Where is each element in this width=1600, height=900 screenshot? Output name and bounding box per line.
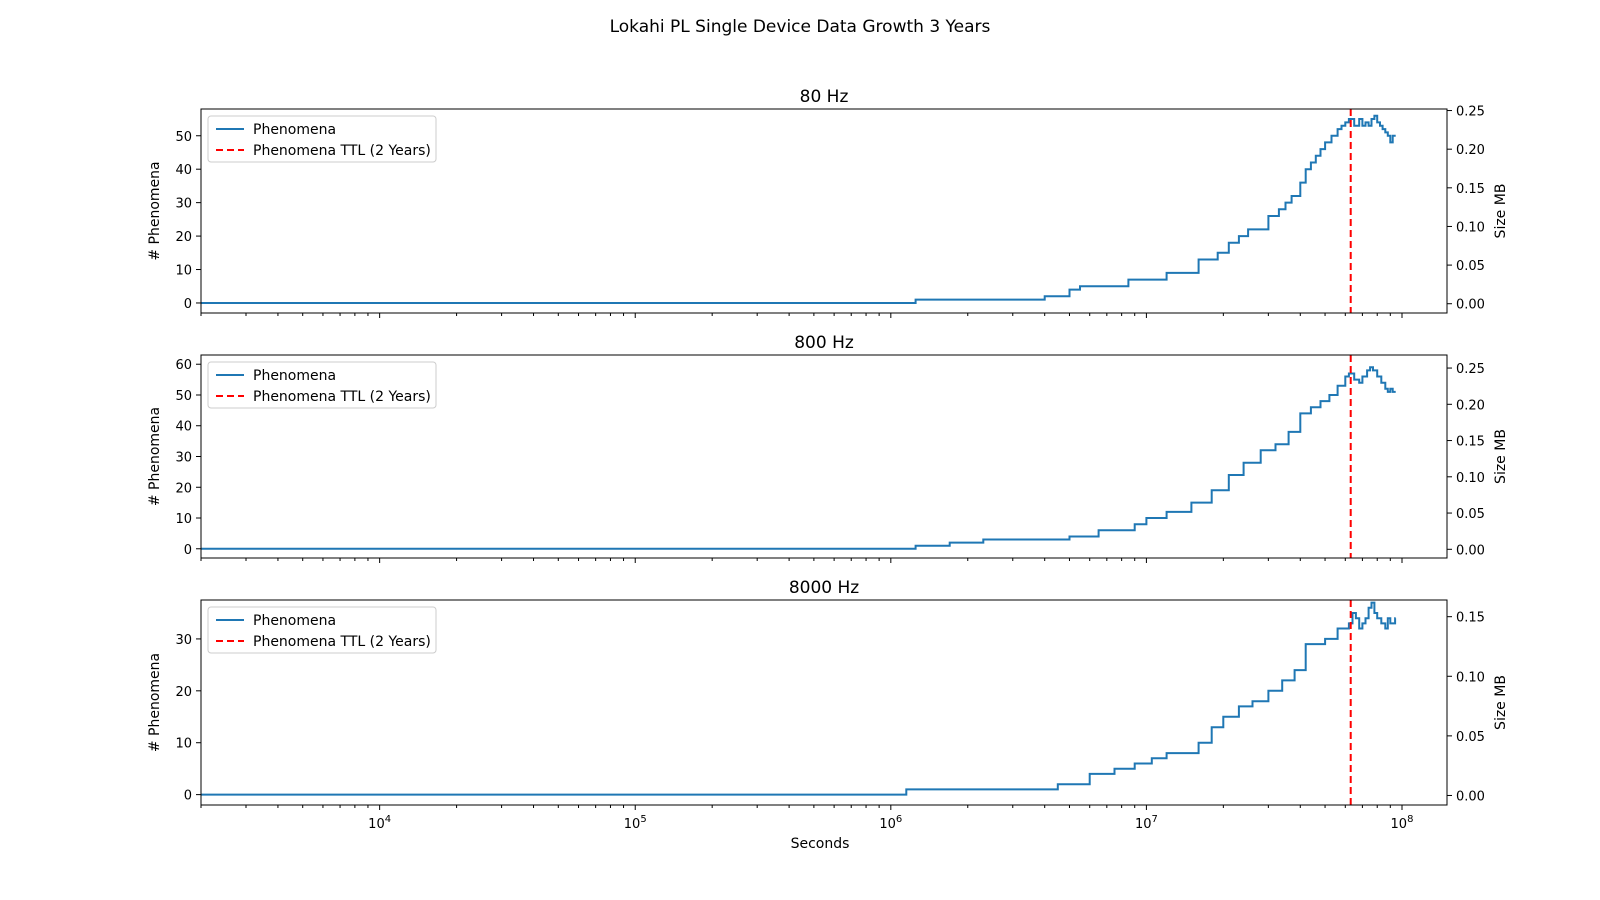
- legend-label: Phenomena TTL (2 Years): [253, 143, 431, 159]
- plot-frame: [200, 108, 1448, 314]
- y2-tick-label: 0.20: [1456, 398, 1485, 413]
- figure-title: Lokahi PL Single Device Data Growth 3 Ye…: [610, 17, 991, 37]
- y2-tick-label: 0.00: [1456, 543, 1485, 558]
- subplot-title: 80 Hz: [800, 87, 849, 107]
- subplots: 80 Hz # Phenomena Size MB 0 10 20 30 40 50 0.00 0.…: [147, 87, 1509, 832]
- x-tick-label: 105: [624, 814, 647, 832]
- x-tick-label: 107: [1135, 814, 1158, 832]
- y2-axis-label: Size MB: [1493, 675, 1509, 730]
- y2-tick-label: 0.00: [1456, 789, 1485, 804]
- y-tick-label: 0: [184, 789, 192, 804]
- legend-box: [207, 606, 437, 654]
- y2-tick-label: 0.05: [1456, 507, 1485, 522]
- series-line-phenomena: [201, 114, 1396, 304]
- y2-tick-label: 0.10: [1456, 670, 1485, 685]
- y-tick-label: 20: [175, 230, 192, 245]
- y-axis-label: # Phenomena: [147, 653, 163, 752]
- y2-tick-label: 0.10: [1456, 471, 1485, 486]
- y2-tick-label: 0.25: [1456, 105, 1485, 120]
- x-tick-label: 106: [879, 814, 902, 832]
- x-axis-label: Seconds: [791, 836, 850, 852]
- plot-frame: [200, 599, 1448, 806]
- legend: Phenomena Phenomena TTL (2 Years): [207, 606, 437, 654]
- legend-box: [207, 361, 437, 409]
- y-tick-label: 20: [175, 685, 192, 700]
- legend-label: Phenomena: [253, 613, 336, 629]
- y-tick-label: 10: [175, 264, 192, 279]
- y2-tick-label: 0.15: [1456, 182, 1485, 197]
- x-tick-label: 108: [1391, 814, 1414, 832]
- y-tick-label: 60: [175, 358, 192, 373]
- legend-label: Phenomena: [253, 122, 336, 138]
- legend-box: [207, 115, 437, 163]
- legend: Phenomena Phenomena TTL (2 Years): [207, 115, 437, 163]
- y-tick-label: 50: [175, 130, 192, 145]
- y-tick-label: 50: [175, 389, 192, 404]
- subplot-3: 8000 Hz # Phenomena Size MB 0 10 20 30 0.00 0.05…: [147, 578, 1509, 832]
- y-tick-label: 40: [175, 163, 192, 178]
- y2-axis-label: Size MB: [1493, 429, 1509, 484]
- legend-label: Phenomena TTL (2 Years): [253, 389, 431, 405]
- subplot-title: 800 Hz: [794, 333, 854, 353]
- y-tick-label: 30: [175, 633, 192, 648]
- y2-tick-label: 0.05: [1456, 259, 1485, 274]
- y2-tick-label: 0.15: [1456, 435, 1485, 450]
- y-tick-label: 30: [175, 197, 192, 212]
- y2-tick-label: 0.25: [1456, 362, 1485, 377]
- subplot-1: 80 Hz # Phenomena Size MB 0 10 20 30 40 50 0.00 0.…: [147, 87, 1509, 318]
- x-tick-label: 104: [368, 814, 391, 832]
- y2-tick-label: 0.15: [1456, 611, 1485, 626]
- y2-tick-label: 0.00: [1456, 298, 1485, 313]
- y-tick-label: 0: [184, 543, 192, 558]
- y2-axis-label: Size MB: [1493, 184, 1509, 239]
- y2-tick-label: 0.05: [1456, 730, 1485, 745]
- legend-label: Phenomena: [253, 368, 336, 384]
- series-line-phenomena: [201, 601, 1397, 796]
- y-axis-label: # Phenomena: [147, 161, 163, 260]
- legend-label: Phenomena TTL (2 Years): [253, 634, 431, 650]
- plot-frame: [200, 354, 1448, 559]
- series-line-phenomena: [201, 366, 1396, 550]
- y2-tick-label: 0.10: [1456, 220, 1485, 235]
- subplot-2: 800 Hz # Phenomena Size MB 0 10 20 30 40 50 60 0.0…: [147, 333, 1509, 563]
- y-tick-label: 0: [184, 297, 192, 312]
- legend: Phenomena Phenomena TTL (2 Years): [207, 361, 437, 409]
- y-tick-label: 10: [175, 737, 192, 752]
- subplot-title: 8000 Hz: [789, 578, 859, 598]
- y-tick-label: 20: [175, 481, 192, 496]
- y-tick-label: 40: [175, 420, 192, 435]
- y2-tick-label: 0.20: [1456, 143, 1485, 158]
- y-tick-label: 30: [175, 451, 192, 466]
- y-tick-label: 10: [175, 512, 192, 527]
- y-axis-label: # Phenomena: [147, 407, 163, 506]
